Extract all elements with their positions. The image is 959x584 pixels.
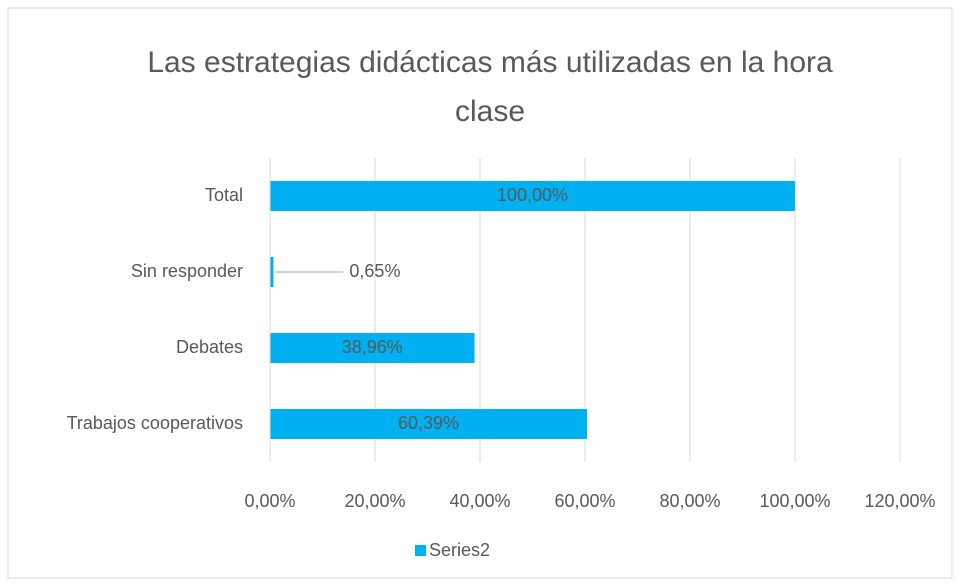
x-tick-label: 0,00%	[244, 491, 295, 511]
legend-label: Series2	[429, 540, 490, 560]
bar	[270, 181, 795, 211]
y-tick-label: Trabajos cooperativos	[67, 413, 243, 433]
y-tick-label: Debates	[176, 337, 243, 357]
y-tick-label: Total	[205, 185, 243, 205]
x-tick-label: 80,00%	[659, 491, 720, 511]
x-tick-label: 20,00%	[344, 491, 405, 511]
data-label: 0,65%	[349, 261, 400, 281]
y-tick-label: Sin responder	[131, 261, 243, 281]
chart-border	[7, 7, 953, 579]
bar	[270, 257, 274, 287]
x-tick-label: 120,00%	[864, 491, 935, 511]
bar	[270, 409, 588, 439]
data-label: 60,39%	[398, 413, 459, 433]
x-tick-label: 100,00%	[759, 491, 830, 511]
data-label: 100,00%	[497, 185, 568, 205]
x-tick-label: 40,00%	[449, 491, 510, 511]
chart-title: Las estrategias didácticas más utilizada…	[147, 46, 833, 128]
x-tick-label: 60,00%	[554, 491, 615, 511]
bar	[270, 333, 475, 363]
data-label: 38,96%	[342, 337, 403, 357]
legend-swatch	[415, 545, 426, 556]
